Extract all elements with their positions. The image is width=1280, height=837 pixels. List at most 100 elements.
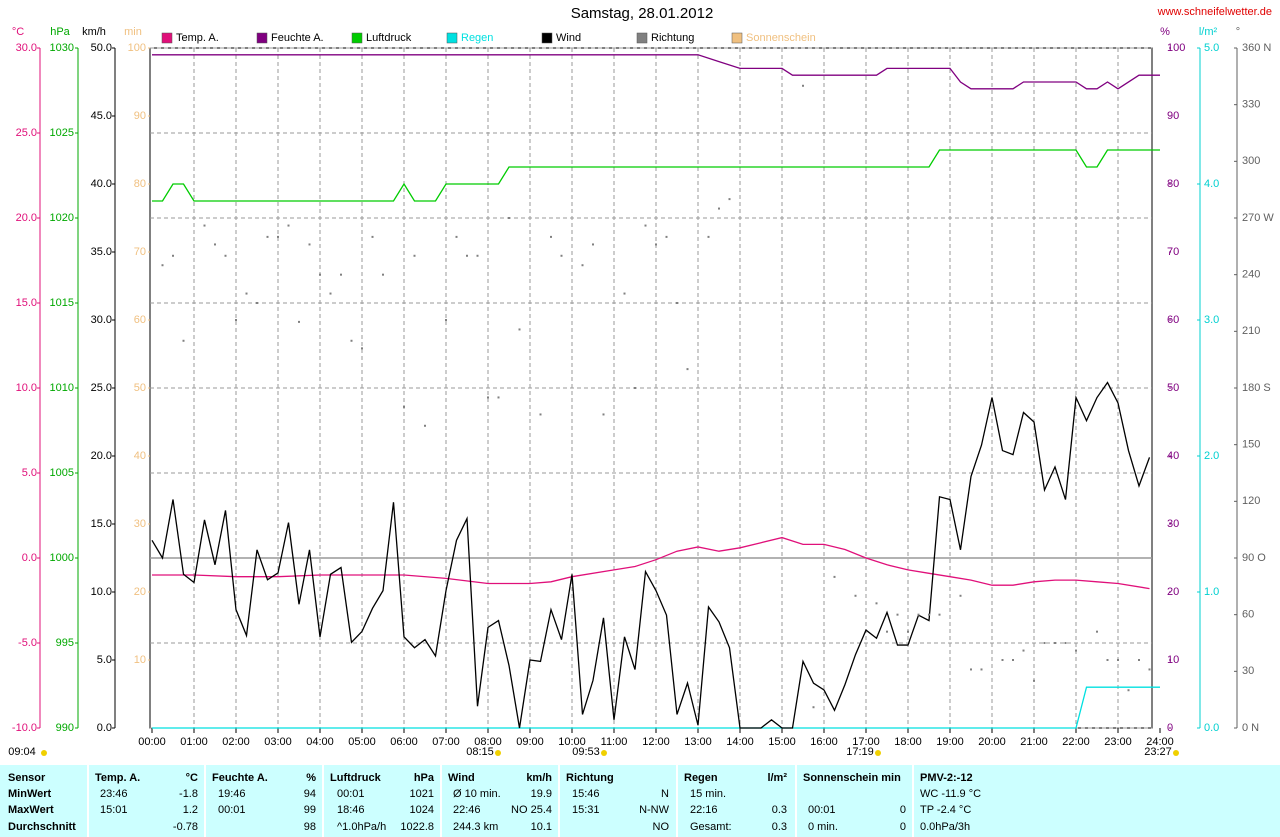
x-tick-label: 24:00 — [1146, 736, 1174, 748]
y-tick-label: 70 — [134, 246, 146, 258]
y-tick-label: 10 — [1167, 654, 1179, 666]
y-tick-label: 90 — [1167, 110, 1179, 122]
table-cell: 22:46 — [453, 804, 481, 816]
series-line — [151, 381, 1151, 729]
table-cell: 19.9 — [531, 788, 552, 800]
table-cell: -1.8 — [179, 788, 198, 800]
direction-dot — [424, 424, 426, 427]
direction-dot — [182, 339, 185, 342]
legend-label: Wind — [556, 32, 581, 44]
direction-dot — [266, 235, 269, 238]
y-tick-label: 150 — [1242, 439, 1260, 451]
y-tick-label: 60 — [134, 314, 146, 326]
legend-swatch — [161, 32, 173, 44]
direction-dot — [403, 405, 405, 408]
direction-dot — [707, 235, 710, 238]
table-header: PMV-2:-12 — [920, 772, 973, 784]
y-tick-label: 4.0 — [1204, 178, 1219, 190]
direction-dot — [298, 320, 300, 323]
legend-swatch — [256, 32, 268, 44]
table-background — [0, 765, 1280, 837]
y-tick-label: 40 — [1167, 450, 1179, 462]
x-tick-label: 06:00 — [390, 736, 418, 748]
x-tick-label: 18:00 — [894, 736, 922, 748]
direction-dot — [308, 243, 311, 246]
direction-dot — [917, 613, 920, 616]
y-tick-label: 100 — [1167, 42, 1185, 54]
y-tick-label: 50 — [134, 382, 146, 394]
y-tick-label: 30 — [1167, 518, 1179, 530]
direction-dot — [1106, 659, 1109, 661]
y-tick-label: 0 — [1167, 722, 1173, 734]
y-tick-label: 10.0 — [16, 382, 37, 394]
table-cell: -0.78 — [173, 821, 198, 833]
y-tick-label: 360 N — [1242, 42, 1271, 54]
direction-dot — [938, 613, 941, 616]
sun-time: 23:27 — [1144, 746, 1172, 758]
axis-unit: ° — [1236, 26, 1240, 38]
y-tick-label: 30.0 — [16, 42, 37, 54]
y-tick-label: 20 — [1167, 586, 1179, 598]
y-tick-label: 5.0 — [97, 654, 112, 666]
legend-label: Sonnenschein — [746, 32, 816, 44]
table-unit: km/h — [526, 772, 552, 784]
grid — [150, 47, 1152, 729]
y-tick-label: 10 — [134, 654, 146, 666]
x-tick-label: 20:00 — [978, 736, 1006, 748]
direction-dot — [277, 235, 279, 238]
table-header: Luftdruck — [330, 772, 382, 784]
direction-dot — [350, 339, 353, 342]
y-tick-label: 2.0 — [1204, 450, 1219, 462]
x-tick-label: 08:00 — [474, 736, 502, 748]
table-cell: 0 — [900, 804, 906, 816]
table-unit: hPa — [414, 772, 435, 784]
table-header: Sonnenschein min — [803, 772, 901, 784]
y-tick-label: 30 — [1242, 665, 1254, 677]
x-tick-label: 14:00 — [726, 736, 754, 748]
direction-dot — [896, 613, 899, 616]
table-cell: 244.3 km — [453, 821, 498, 833]
legend-swatch — [541, 32, 553, 44]
y-tick-label: 45.0 — [91, 110, 112, 122]
table-cell: Gesamt: — [690, 821, 732, 833]
axis-unit: hPa — [50, 26, 70, 38]
legend-label: Feuchte A. — [271, 32, 324, 44]
table-cell: 00:01 — [337, 788, 365, 800]
direction-dot — [161, 264, 164, 267]
direction-dot — [539, 413, 542, 416]
y-tick-label: 1030 — [50, 42, 74, 54]
direction-dot — [497, 396, 500, 399]
direction-dot — [245, 292, 248, 295]
x-tick-label: 07:00 — [432, 736, 460, 748]
direction-dot — [487, 396, 489, 399]
website: www.schneifelwetter.de — [1157, 6, 1272, 18]
direction-dot — [833, 575, 836, 578]
y-tick-label: 1010 — [50, 382, 74, 394]
table-header: Feuchte A. — [212, 772, 268, 784]
y-tick-label: 990 — [56, 722, 74, 734]
legend-label: Richtung — [651, 32, 694, 44]
y-tick-label: 60 — [1242, 609, 1254, 621]
direction-dot — [455, 235, 458, 238]
direction-dot — [623, 292, 626, 295]
x-tick-label: 04:00 — [306, 736, 334, 748]
table-cell: 23:46 — [100, 788, 128, 800]
series-line — [152, 54, 1160, 90]
x-tick-label: 11:00 — [601, 736, 628, 748]
table-cell: 15:31 — [572, 804, 600, 816]
table-cell: 94 — [304, 788, 316, 800]
table-cell: 15:46 — [572, 788, 600, 800]
y-tick-label: 60 — [1167, 314, 1179, 326]
direction-dot — [602, 413, 605, 416]
direction-dot — [172, 254, 174, 257]
y-tick-label: 50 — [1167, 382, 1179, 394]
y-tick-label: 30.0 — [91, 314, 112, 326]
table-unit: l/m² — [767, 772, 787, 784]
y-tick-label: 120 — [1242, 495, 1260, 507]
series-line — [152, 536, 1150, 590]
table-cell: 98 — [304, 821, 316, 833]
direction-dot — [907, 630, 909, 633]
table-cell: N-NW — [639, 804, 670, 816]
table-cell: 1022.8 — [400, 821, 434, 833]
